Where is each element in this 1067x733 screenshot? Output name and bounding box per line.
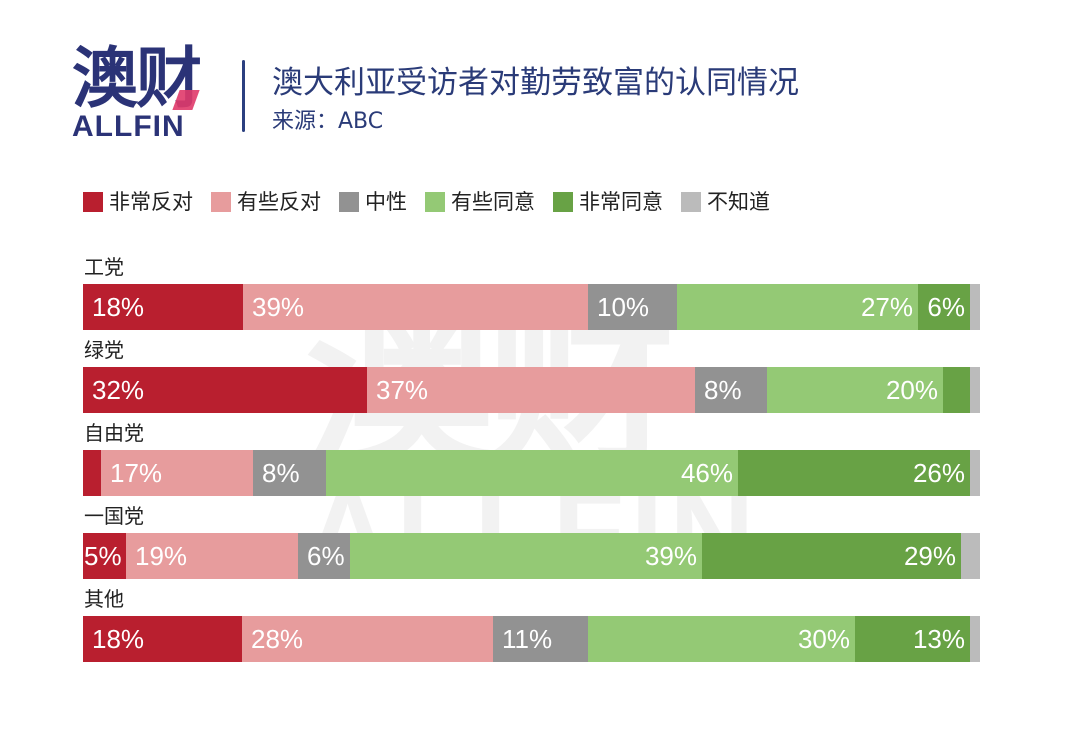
bar-segment: 19%: [126, 533, 298, 579]
legend-item: 不知道: [681, 189, 770, 215]
bar-segment: [961, 533, 980, 579]
legend-label: 有些反对: [237, 190, 321, 214]
bar-segment: 26%: [738, 450, 970, 496]
stacked-bar: 17% 8% 46% 26%: [83, 450, 980, 496]
legend-label: 不知道: [707, 190, 770, 214]
category-label: 工党: [84, 255, 124, 279]
bar-segment: 8%: [253, 450, 326, 496]
chart-source: 来源：ABC: [272, 109, 384, 134]
legend-item: 非常反对: [83, 189, 193, 215]
segment-value-label: 11%: [502, 624, 553, 654]
chart-title: 澳大利亚受访者对勤劳致富的认同情况: [272, 65, 799, 101]
bar-segment: [970, 367, 980, 413]
bar-segment: 46%: [326, 450, 738, 496]
legend-swatch: [211, 192, 231, 212]
segment-value-label: 32%: [92, 375, 145, 405]
stacked-bar: 32% 37% 8% 20%: [83, 367, 980, 413]
bar-segment: 6%: [918, 284, 970, 330]
segment-value-label: 6%: [307, 541, 345, 571]
category-label: 自由党: [84, 421, 144, 445]
segment-value-label: 39%: [644, 541, 697, 571]
bar-segment: 17%: [101, 450, 253, 496]
bar-segment: 28%: [242, 616, 493, 662]
allfin-logo: 澳财 ALLFIN: [72, 44, 212, 142]
legend-label: 中性: [365, 190, 407, 214]
header-divider: [242, 60, 245, 132]
segment-value-label: 19%: [135, 541, 188, 571]
bar-segment: 39%: [350, 533, 702, 579]
segment-value-label: 6%: [927, 292, 965, 322]
legend-swatch: [339, 192, 359, 212]
bar-segment: 20%: [767, 367, 943, 413]
bar-segment: 13%: [855, 616, 970, 662]
logo-chinese: 澳财: [72, 44, 212, 114]
legend-item: 中性: [339, 189, 407, 215]
category-label: 绿党: [84, 338, 124, 362]
segment-value-label: 27%: [860, 292, 913, 322]
bar-segment: 5%: [83, 533, 126, 579]
legend-item: 有些反对: [211, 189, 321, 215]
segment-value-label: 8%: [704, 375, 742, 405]
bar-segment: 11%: [493, 616, 588, 662]
category-label: 一国党: [84, 504, 144, 528]
segment-value-label: 39%: [252, 292, 305, 322]
bar-segment: [943, 367, 970, 413]
bar-segment: 37%: [367, 367, 695, 413]
bar-segment: 6%: [298, 533, 350, 579]
legend-swatch: [425, 192, 445, 212]
stacked-bar: 5% 19% 6% 39% 29%: [83, 533, 980, 579]
segment-value-label: 17%: [110, 458, 163, 488]
legend-label: 非常同意: [579, 190, 663, 214]
bar-segment: 27%: [677, 284, 918, 330]
bar-segment: 30%: [588, 616, 855, 662]
legend-item: 有些同意: [425, 189, 535, 215]
logo-english: ALLFIN: [72, 110, 185, 143]
legend: 非常反对 有些反对 中性 有些同意 非常同意 不知道: [83, 189, 788, 215]
segment-value-label: 29%: [903, 541, 956, 571]
stacked-bar: 18% 39% 10% 27% 6%: [83, 284, 980, 330]
legend-swatch: [553, 192, 573, 212]
segment-value-label: 37%: [376, 375, 429, 405]
category-label: 其他: [84, 587, 124, 611]
bar-segment: [970, 450, 980, 496]
segment-value-label: 8%: [262, 458, 300, 488]
legend-swatch: [681, 192, 701, 212]
bar-segment: 8%: [695, 367, 767, 413]
segment-value-label: 10%: [597, 292, 650, 322]
bar-segment: 39%: [243, 284, 588, 330]
segment-value-label: 26%: [912, 458, 965, 488]
bar-segment: [970, 616, 980, 662]
bar-segment: 10%: [588, 284, 677, 330]
legend-label: 有些同意: [451, 190, 535, 214]
segment-value-label: 13%: [912, 624, 965, 654]
segment-value-label: 18%: [92, 292, 145, 322]
legend-label: 非常反对: [109, 190, 193, 214]
segment-value-label: 46%: [680, 458, 733, 488]
legend-item: 非常同意: [553, 189, 663, 215]
bar-segment: 18%: [83, 616, 242, 662]
bar-segment: 18%: [83, 284, 243, 330]
segment-value-label: 20%: [885, 375, 938, 405]
legend-swatch: [83, 192, 103, 212]
bar-segment: 32%: [83, 367, 367, 413]
bar-segment: [970, 284, 980, 330]
stacked-bar: 18% 28% 11% 30% 13%: [83, 616, 980, 662]
segment-value-label: 28%: [251, 624, 304, 654]
segment-value-label: 18%: [92, 624, 145, 654]
segment-value-label: 5%: [84, 541, 122, 571]
bar-segment: [83, 450, 101, 496]
segment-value-label: 30%: [797, 624, 850, 654]
bar-segment: 29%: [702, 533, 961, 579]
